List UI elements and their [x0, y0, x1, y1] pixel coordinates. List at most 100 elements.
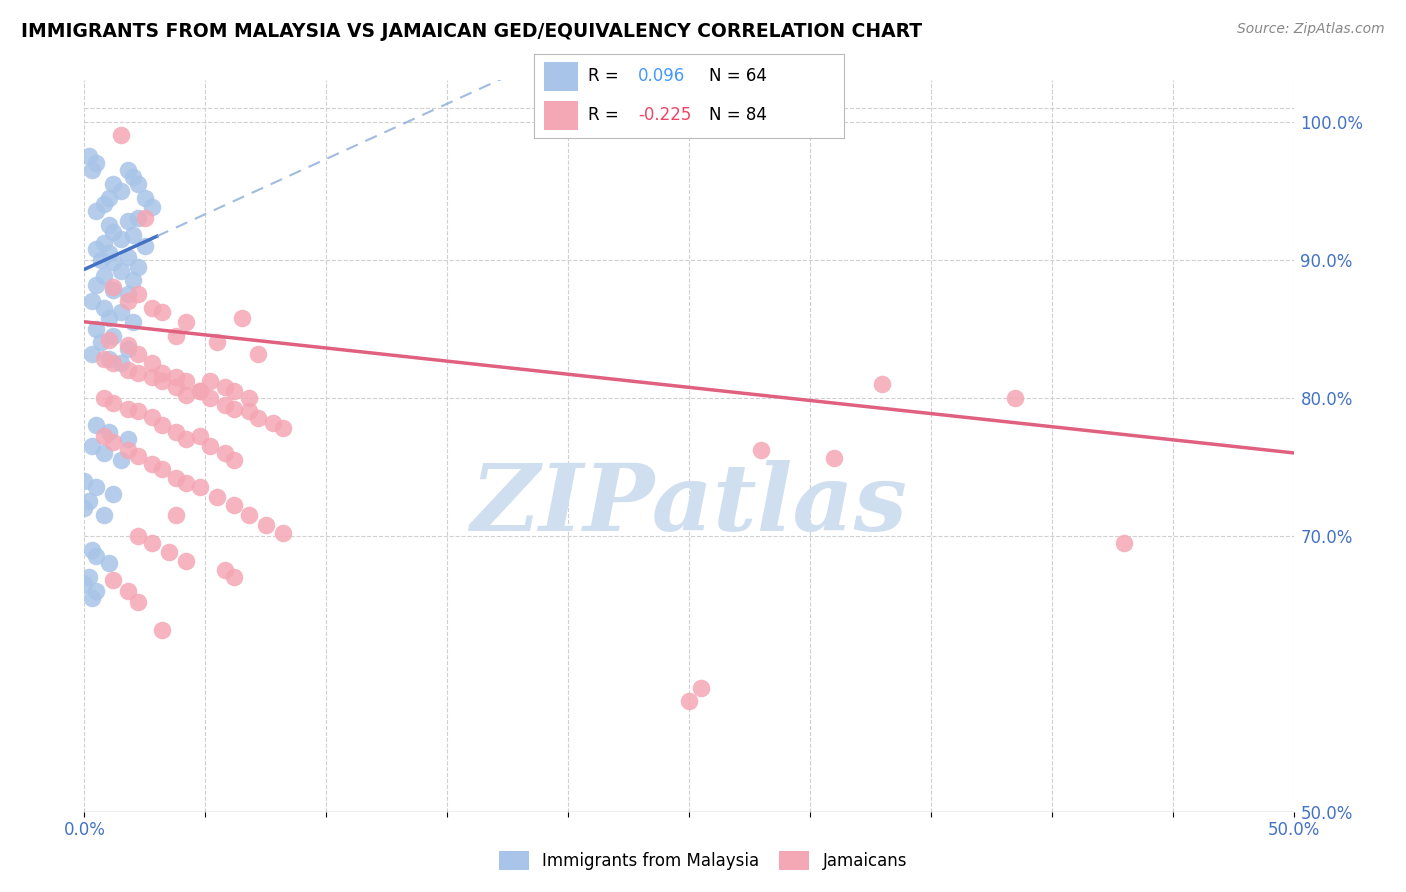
Point [110, 264, 132, 278]
Point [157, 545, 180, 559]
Point [198, 374, 221, 388]
Point [150, 623, 173, 637]
Point [110, 356, 132, 370]
Bar [544, 62, 578, 91]
Point [103, 434, 125, 449]
Point [110, 184, 132, 198]
Point [690, 681, 713, 695]
Point [93, 301, 115, 315]
Point [224, 570, 246, 584]
Point [174, 553, 197, 567]
Point [103, 487, 125, 501]
Point [103, 177, 125, 191]
Legend: Immigrants from Malaysia, Jamaicans: Immigrants from Malaysia, Jamaicans [492, 844, 914, 877]
Point [80, 163, 103, 178]
Point [751, 443, 773, 458]
Point [86, 156, 108, 170]
Point [103, 573, 125, 587]
Point [97, 425, 120, 440]
Point [117, 432, 139, 446]
Point [103, 255, 125, 269]
Point [93, 446, 115, 460]
Point [117, 287, 139, 301]
Point [86, 480, 108, 494]
Point [262, 416, 284, 430]
Point [93, 352, 115, 367]
Point [174, 432, 197, 446]
Point [117, 401, 139, 416]
Point [190, 480, 212, 494]
Point [271, 421, 294, 435]
Text: -0.225: -0.225 [638, 106, 692, 124]
Point [110, 452, 132, 467]
Point [93, 269, 115, 284]
Text: IMMIGRANTS FROM MALAYSIA VS JAMAICAN GED/EQUIVALENCY CORRELATION CHART: IMMIGRANTS FROM MALAYSIA VS JAMAICAN GED… [21, 22, 922, 41]
Text: R =: R = [588, 106, 624, 124]
Point [121, 227, 143, 242]
Point [77, 149, 100, 163]
Point [872, 376, 894, 391]
Point [247, 411, 270, 425]
Point [117, 583, 139, 598]
Point [90, 335, 112, 350]
Point [127, 366, 149, 380]
Point [127, 287, 149, 301]
Point [117, 214, 139, 228]
Point [97, 352, 120, 367]
Point [165, 370, 187, 384]
Point [127, 260, 149, 274]
Point [174, 476, 197, 491]
Text: ZIPatlas: ZIPatlas [471, 459, 907, 549]
Point [103, 280, 125, 294]
Point [174, 315, 197, 329]
Point [73, 577, 96, 591]
Point [117, 294, 139, 309]
Point [117, 250, 139, 264]
Point [103, 225, 125, 239]
Point [121, 273, 143, 287]
Point [141, 457, 163, 471]
Point [93, 197, 115, 211]
Point [121, 315, 143, 329]
Point [150, 418, 173, 433]
Point [190, 429, 212, 443]
Point [141, 356, 163, 370]
Point [190, 384, 212, 398]
Point [77, 570, 100, 584]
Point [93, 236, 115, 251]
Text: R =: R = [588, 68, 624, 86]
Point [247, 346, 270, 360]
Point [165, 328, 187, 343]
Point [214, 398, 236, 412]
Point [97, 557, 120, 571]
Point [93, 429, 115, 443]
Point [117, 338, 139, 352]
Text: 0.096: 0.096 [638, 68, 685, 86]
Point [214, 379, 236, 393]
Point [110, 128, 132, 143]
Point [271, 525, 294, 540]
Point [86, 549, 108, 564]
Point [86, 277, 108, 292]
Point [90, 252, 112, 267]
Point [678, 694, 700, 708]
Point [198, 439, 221, 453]
Point [110, 232, 132, 246]
Point [134, 239, 156, 253]
Point [224, 401, 246, 416]
Point [97, 310, 120, 325]
Point [165, 379, 187, 393]
Point [224, 384, 246, 398]
Point [150, 462, 173, 476]
Point [77, 494, 100, 508]
Point [73, 474, 96, 488]
Point [80, 346, 103, 360]
Point [141, 370, 163, 384]
Point [165, 425, 187, 440]
Point [150, 305, 173, 319]
Point [1004, 391, 1026, 405]
Point [224, 452, 246, 467]
Point [214, 563, 236, 577]
Text: N = 84: N = 84 [709, 106, 766, 124]
Point [823, 451, 845, 466]
